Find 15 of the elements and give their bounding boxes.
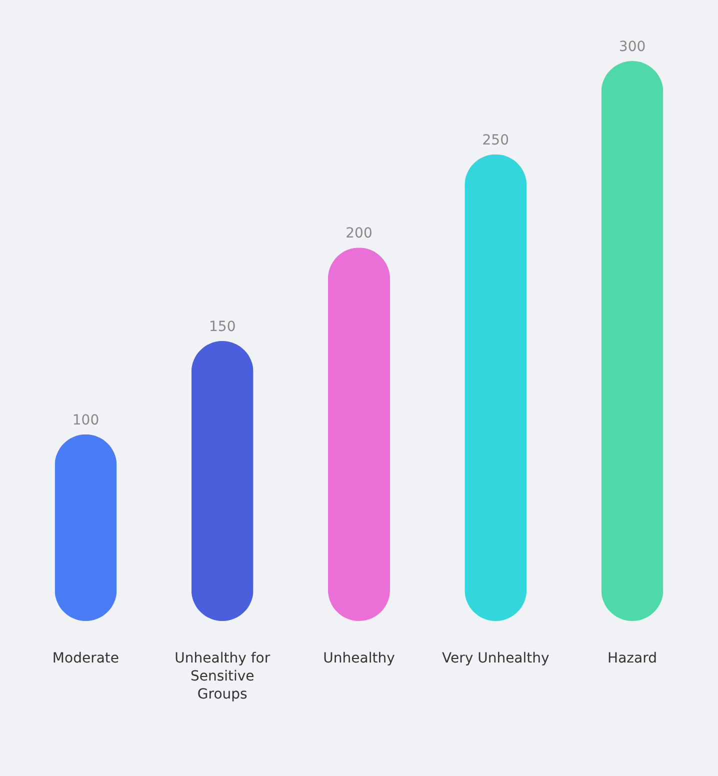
data-label: 150 (209, 319, 236, 335)
x-tick-label: Unhealthy (323, 650, 395, 666)
data-label: 100 (72, 412, 100, 428)
data-label: 200 (346, 226, 372, 242)
bar (464, 154, 527, 621)
x-tick-label: Moderate (52, 650, 120, 666)
bar (328, 248, 390, 621)
data-label: 250 (482, 132, 509, 148)
bar (191, 341, 254, 621)
x-tick-label: Hazard (608, 650, 657, 666)
x-tick-label: Unhealthy for Sensitive Groups (174, 650, 270, 702)
bar (601, 61, 664, 621)
bar (54, 434, 117, 621)
data-label: 300 (618, 39, 646, 55)
x-tick-label: Very Unhealthy (442, 650, 550, 666)
